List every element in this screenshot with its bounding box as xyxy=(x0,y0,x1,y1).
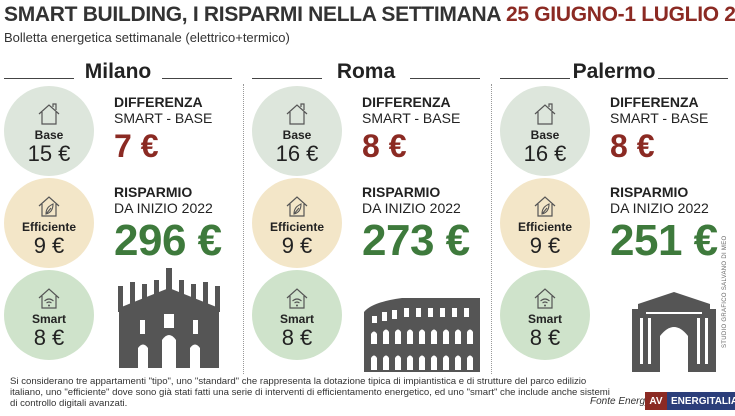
energitalia-logo: AV ENERGITALIA xyxy=(645,392,735,410)
house-icon xyxy=(38,102,60,125)
base-label: Base xyxy=(530,127,560,142)
smart-label: Smart xyxy=(31,311,66,326)
house-wifi-icon xyxy=(534,287,556,309)
duomo-icon xyxy=(118,268,220,368)
efficient-circle: Efficiente 9 € xyxy=(500,178,590,268)
house-leaf-icon xyxy=(38,195,60,217)
efficient-circle: Efficiente 9 € xyxy=(4,178,94,268)
savings-value: 296 € xyxy=(114,216,222,265)
difference-title: DIFFERENZA SMART - BASE xyxy=(362,94,461,126)
porta-nuova-icon xyxy=(632,292,716,372)
smart-value: 8 € xyxy=(33,324,65,350)
city-header: Palermo xyxy=(498,58,730,88)
efficient-value: 9 € xyxy=(33,232,65,258)
colosseum-icon xyxy=(364,298,480,372)
logo-mark: AV xyxy=(645,392,667,410)
savings-title: RISPARMIO DA INIZIO 2022 xyxy=(610,184,709,216)
base-label: Base xyxy=(282,127,312,142)
smart-label: Smart xyxy=(279,311,314,326)
savings-value: 251 € xyxy=(610,216,718,265)
city-panel-palermo: Palermo Base 16 € Efficiente 9 € Smart 8… xyxy=(498,58,735,372)
title-text: SMART BUILDING, I RISPARMI NELLA SETTIMA… xyxy=(4,3,501,26)
house-leaf-icon xyxy=(286,195,308,217)
smart-circle: Smart 8 € xyxy=(4,270,94,360)
savings-title: RISPARMIO DA INIZIO 2022 xyxy=(362,184,461,216)
efficient-circle: Efficiente 9 € xyxy=(252,178,342,268)
base-value: 16 € xyxy=(523,140,567,166)
difference-title: DIFFERENZA SMART - BASE xyxy=(610,94,709,126)
difference-title: DIFFERENZA SMART - BASE xyxy=(114,94,213,126)
difference-value: 8 € xyxy=(610,128,655,164)
smart-value: 8 € xyxy=(529,324,561,350)
separator xyxy=(491,84,492,374)
city-panel-milano: Milano Base 15 € Efficiente 9 € Smart 8 … xyxy=(2,58,242,368)
credit: STUDIO GRAFICO SALVANO DI MEO xyxy=(722,235,728,349)
savings-value: 273 € xyxy=(362,216,470,265)
house-wifi-icon xyxy=(286,287,308,309)
separator xyxy=(243,84,244,374)
efficient-label: Efficiente xyxy=(269,219,324,234)
city-header: Milano xyxy=(2,58,234,88)
smart-label: Smart xyxy=(527,311,562,326)
city-header: Roma xyxy=(250,58,482,88)
savings-title: RISPARMIO DA INIZIO 2022 xyxy=(114,184,213,216)
efficient-label: Efficiente xyxy=(517,219,572,234)
house-leaf-icon xyxy=(534,195,556,217)
difference-value: 8 € xyxy=(362,128,407,164)
efficient-value: 9 € xyxy=(281,232,313,258)
base-value: 15 € xyxy=(27,140,71,166)
title-date: 25 GIUGNO-1 LUGLIO 2022 xyxy=(505,3,735,26)
house-wifi-icon xyxy=(38,287,60,309)
house-icon xyxy=(286,102,308,125)
footnote: Si considerano tre appartamenti "tipo", … xyxy=(10,376,610,409)
efficient-label: Efficiente xyxy=(21,219,76,234)
smart-circle: Smart 8 € xyxy=(500,270,590,360)
city-name: Roma xyxy=(336,60,396,83)
smart-value: 8 € xyxy=(281,324,313,350)
base-label: Base xyxy=(34,127,64,142)
house-icon xyxy=(534,102,556,125)
base-circle: Base 16 € xyxy=(252,86,342,176)
base-circle: Base 15 € xyxy=(4,86,94,176)
city-panel-roma: Roma Base 16 € Efficiente 9 € Smart 8 € … xyxy=(250,58,490,372)
base-circle: Base 16 € xyxy=(500,86,590,176)
smart-circle: Smart 8 € xyxy=(252,270,342,360)
subtitle: Bolletta energetica settimanale (elettri… xyxy=(4,30,290,45)
difference-value: 7 € xyxy=(114,128,159,164)
city-name: Palermo xyxy=(572,60,656,83)
city-name: Milano xyxy=(84,60,152,83)
page-title: SMART BUILDING, I RISPARMI NELLA SETTIMA… xyxy=(4,3,735,27)
base-value: 16 € xyxy=(275,140,319,166)
logo-text: ENERGITALIA xyxy=(667,392,735,410)
efficient-value: 9 € xyxy=(529,232,561,258)
source: Fonte Energy&Strategy xyxy=(590,396,694,407)
